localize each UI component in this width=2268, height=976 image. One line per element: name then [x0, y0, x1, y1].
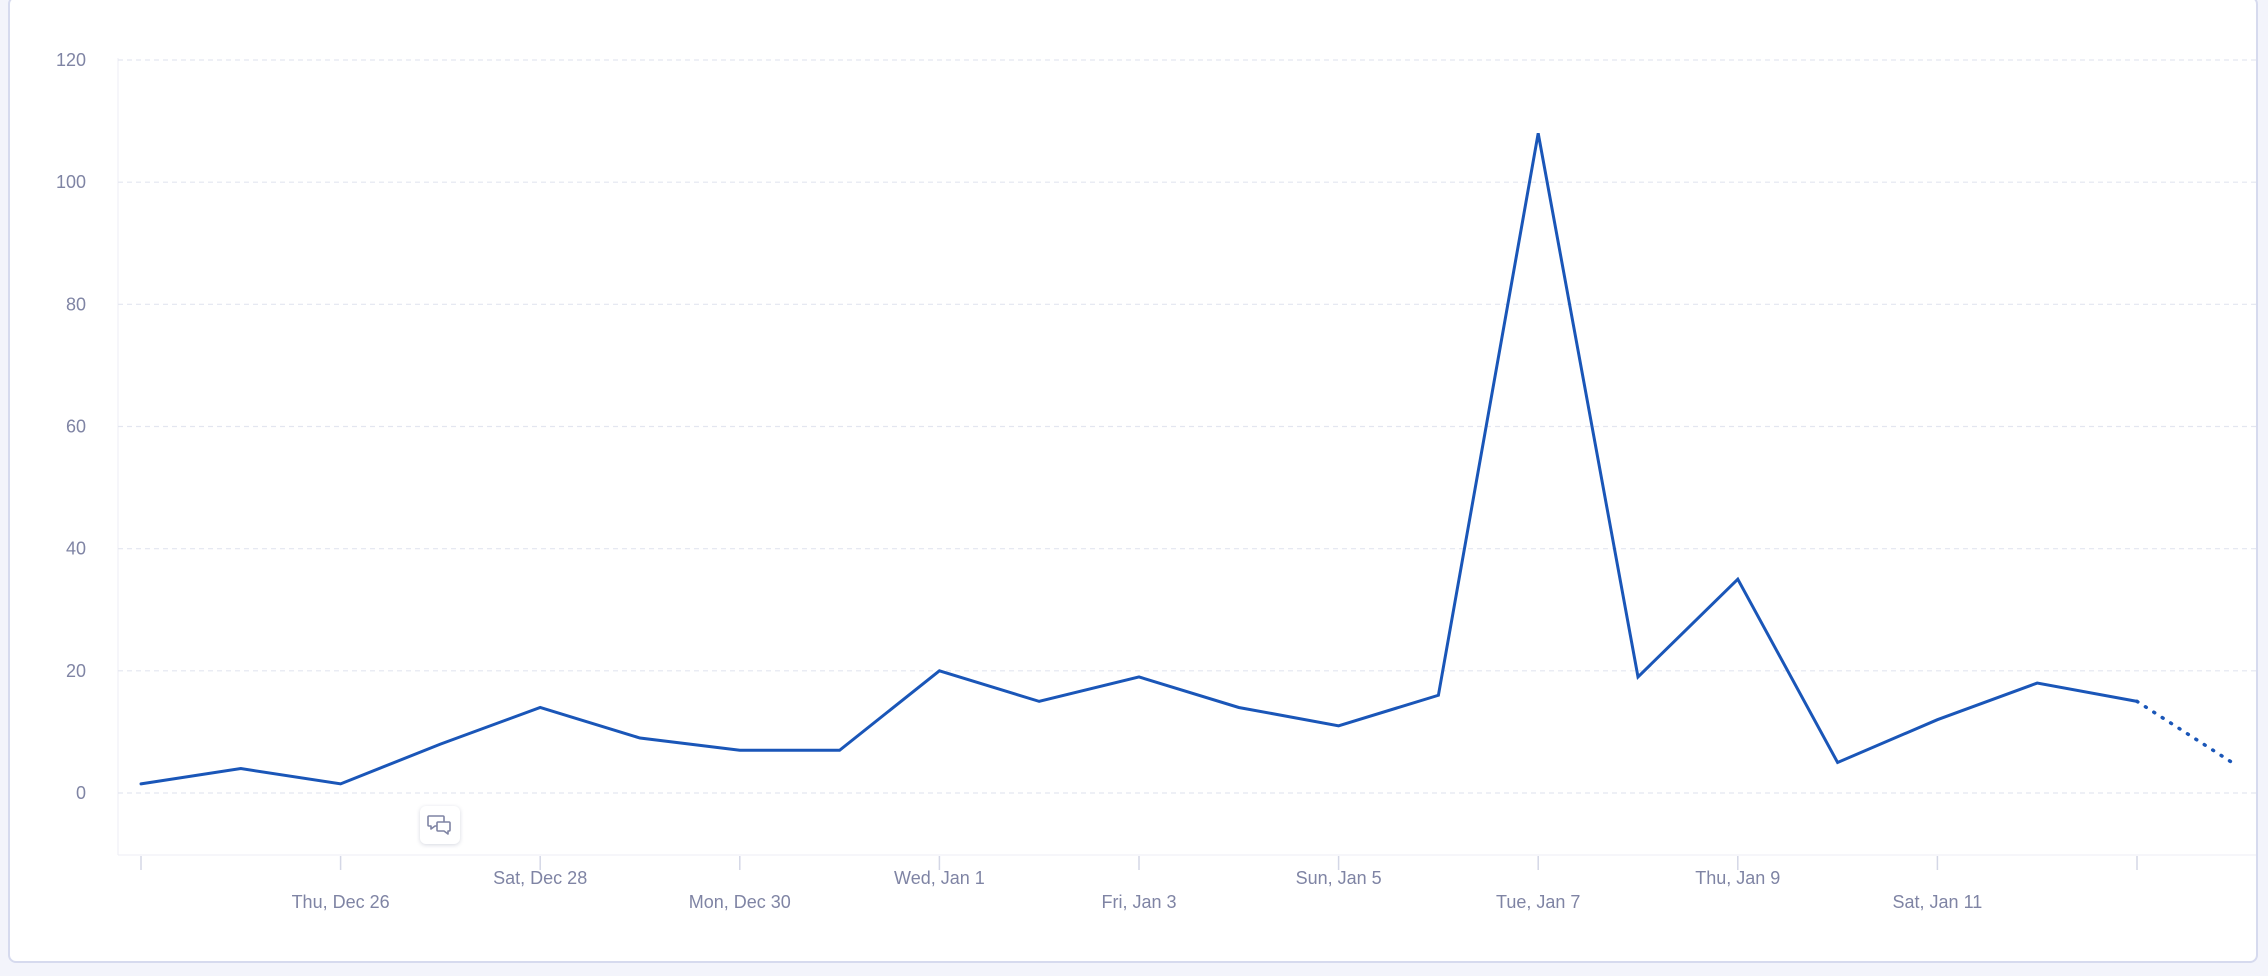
series-layer — [139, 133, 2239, 786]
y-tick-label: 80 — [66, 294, 86, 314]
comments-icon — [427, 815, 451, 835]
grid — [117, 58, 2256, 855]
y-tick-label: 120 — [56, 50, 86, 70]
x-tick-label: Sat, Jan 11 — [1893, 892, 1983, 912]
y-tick-label: 60 — [66, 417, 86, 437]
y-tick-label: 100 — [56, 172, 86, 192]
x-tick-label: Mon, Dec 30 — [689, 892, 791, 912]
x-axis: Thu, Dec 26 Sat, Dec 28 Mon, Dec 30 Wed, Ja… — [118, 854, 2256, 912]
chart-card — [8, 0, 2258, 963]
x-tick-label: Thu, Dec 26 — [292, 892, 390, 912]
series-line-incomplete — [2135, 699, 2239, 768]
x-tick-label: Sun, Jan 5 — [1296, 868, 1382, 888]
x-tick-label: Tue, Jan 7 — [1496, 892, 1580, 912]
comments-button[interactable] — [420, 806, 460, 844]
x-tick-label: Wed, Jan 1 — [894, 868, 985, 888]
x-tick-label: Fri, Jan 3 — [1101, 892, 1176, 912]
y-tick-label: 20 — [66, 661, 86, 681]
x-tick-label: Thu, Jan 9 — [1695, 868, 1780, 888]
y-tick-label: 0 — [76, 783, 86, 803]
x-tick-label: Sat, Dec 28 — [493, 868, 587, 888]
series-line — [139, 133, 2139, 786]
y-axis: 0 20 40 60 80 100 120 — [56, 50, 86, 803]
y-tick-label: 40 — [66, 539, 86, 559]
